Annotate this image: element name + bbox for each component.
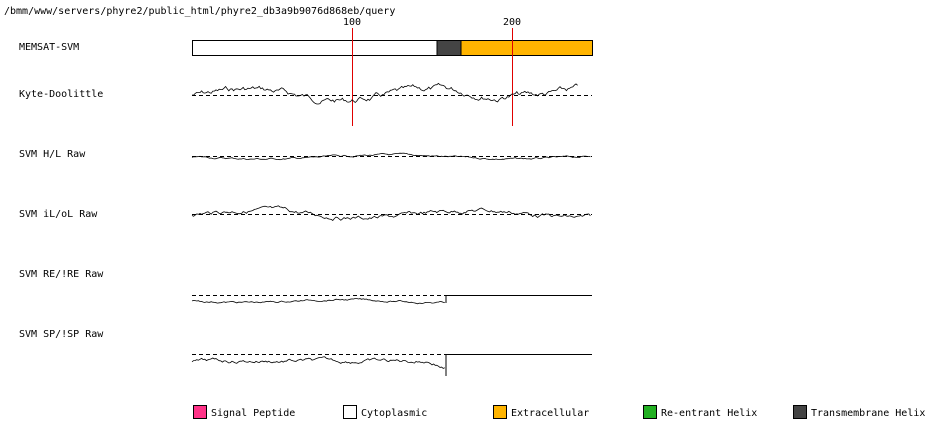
tm-segment <box>436 40 462 56</box>
query-path: /bmm/www/servers/phyre2/public_html/phyr… <box>4 6 395 17</box>
legend-label: Re-entrant Helix <box>661 408 757 419</box>
legend-swatch <box>793 405 807 419</box>
track-label: Kyte-Doolittle <box>19 89 103 100</box>
trace <box>191 152 591 161</box>
legend-label: Signal Peptide <box>211 408 295 419</box>
extracellular-segment <box>460 40 593 56</box>
legend-swatch <box>343 405 357 419</box>
track-label: MEMSAT-SVM <box>19 42 79 53</box>
trace <box>191 298 445 305</box>
legend: Signal Peptide Cytoplasmic Extracellular Re… <box>193 405 925 419</box>
track-label: SVM iL/oL Raw <box>19 209 98 220</box>
trace <box>191 356 445 369</box>
ruler-tick: 200 <box>503 17 521 28</box>
ruler-tick: 100 <box>343 17 361 28</box>
trace <box>191 205 591 222</box>
legend-swatch <box>193 405 207 419</box>
legend-label: Transmembrane Helix <box>811 408 925 419</box>
legend-label: Cytoplasmic <box>361 408 427 419</box>
cytoplasmic-segment <box>192 40 438 56</box>
legend-label: Extracellular <box>511 408 589 419</box>
trace <box>191 82 578 105</box>
track-label: SVM SP/!SP Raw <box>19 329 104 340</box>
legend-swatch <box>493 405 507 419</box>
track-label: SVM H/L Raw <box>19 149 86 160</box>
baselines <box>192 95 592 355</box>
track-label: SVM RE/!RE Raw <box>19 269 104 280</box>
legend-swatch <box>643 405 657 419</box>
